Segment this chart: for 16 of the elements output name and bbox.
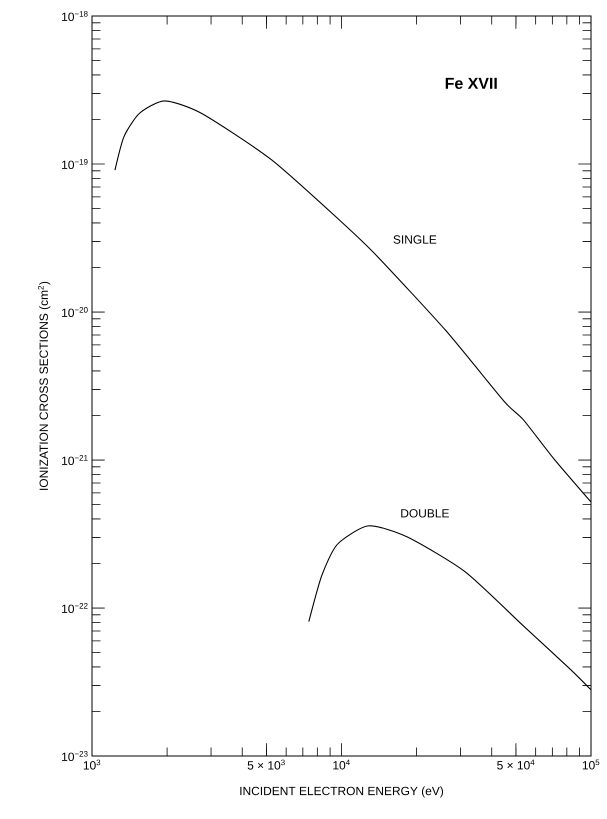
y-tick-label: 10$^{−22}$ (62, 603, 88, 614)
x-tick-label: 10$^{5}$ (582, 760, 600, 770)
x-tick-label: 5 × 10$^{3}$ (248, 760, 285, 770)
x-tick-label: 10$^{3}$ (84, 760, 100, 770)
x-axis-title: INCIDENT ELECTRON ENERGY (eV) (240, 786, 444, 798)
y-tick-label: 10$^{−20}$ (62, 307, 88, 318)
x-tick-label: 5 × 10$^{4}$ (497, 760, 534, 770)
series-label: DOUBLE (401, 509, 449, 518)
series-label: SINGLE (393, 235, 436, 244)
y-tick-label: 10$^{−21}$ (62, 455, 88, 466)
y-axis-title: IONIZATION CROSS SECTIONS (cm$^{2}$) (38, 282, 50, 490)
x-tick-label: 10$^{4}$ (333, 760, 350, 770)
y-tick-label: 10$^{−23}$ (62, 751, 88, 762)
y-tick-label: 10$^{−19}$ (62, 159, 88, 170)
annotation: Fe XVII (446, 78, 497, 89)
y-tick-label: 10$^{−18}$ (62, 11, 88, 22)
